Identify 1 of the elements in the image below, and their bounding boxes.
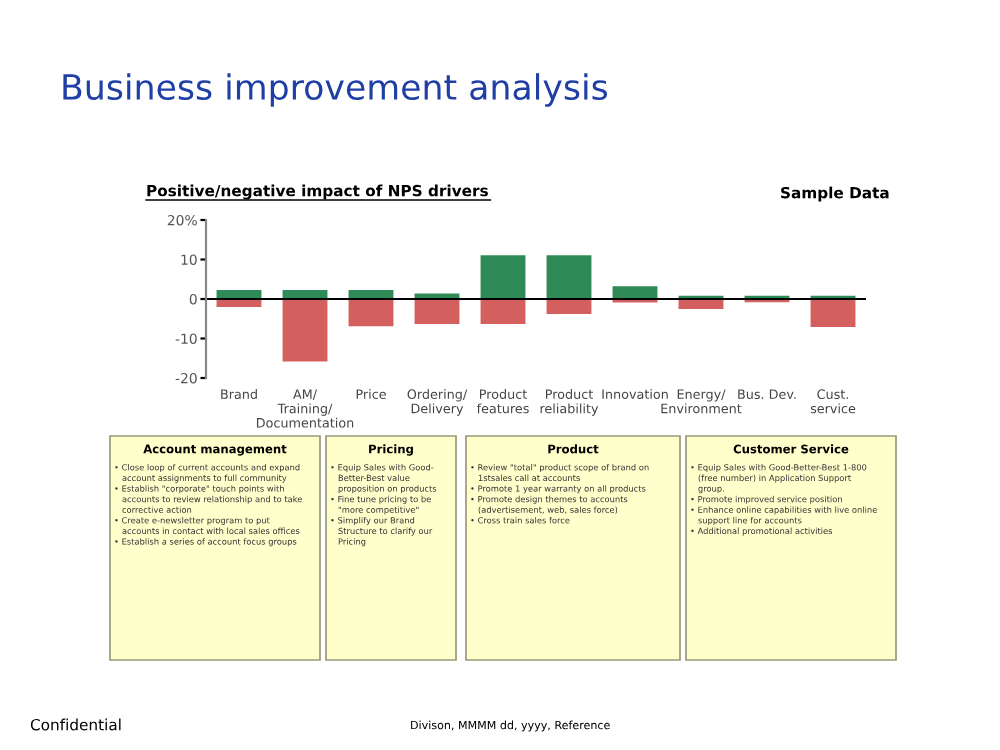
chart-title: Business improvement analysis — [63, 73, 608, 107]
